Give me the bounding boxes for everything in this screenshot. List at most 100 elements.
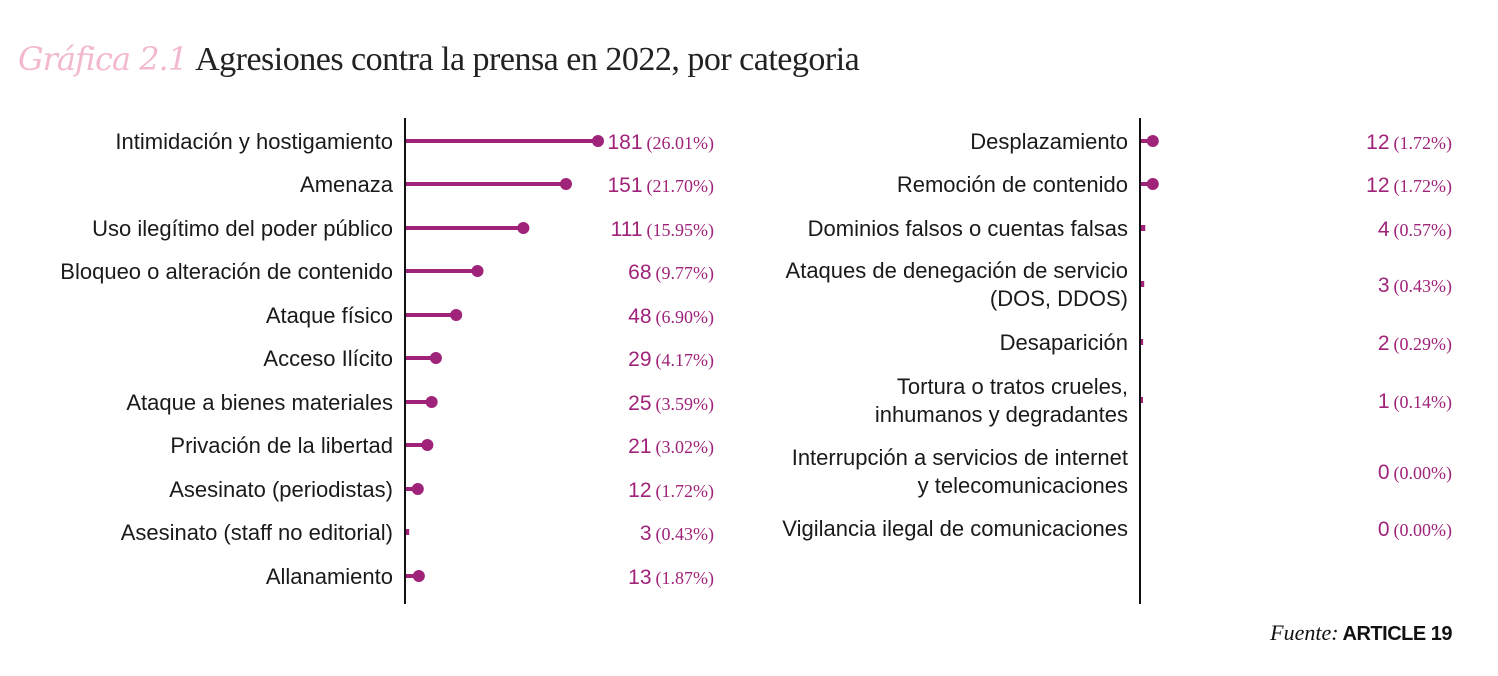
value-percent: (1.72%): [656, 481, 714, 502]
category-label-line: Ataque a bienes materiales: [126, 390, 393, 415]
category-label: Ataques de denegación de servicio (DOS, D…: [786, 258, 1128, 311]
category-label-line: Interrupción a servicios de internet: [792, 445, 1128, 470]
value-percent: (0.29%): [1394, 334, 1452, 355]
value-label: 25 (3.59%): [628, 392, 714, 415]
value-label: 12 (1.72%): [1366, 174, 1452, 197]
bar-dot: [560, 178, 573, 190]
value-percent: (21.70%): [647, 176, 714, 197]
figure-label: Gráfica 2.1: [18, 40, 188, 78]
value-number: 3: [1378, 274, 1390, 297]
bar-dot: [517, 222, 530, 234]
value-label: 181 (26.01%): [607, 131, 714, 154]
category-label: Intimidación y hostigamiento: [115, 129, 393, 154]
value-number: 21: [628, 435, 651, 458]
value-label: 0 (0.00%): [1378, 518, 1452, 541]
value-number: 0: [1378, 518, 1390, 541]
value-percent: (9.77%): [656, 263, 714, 284]
category-label-line: Desaparición: [1000, 330, 1128, 355]
value-percent: (1.87%): [656, 568, 714, 589]
value-percent: (0.43%): [1394, 276, 1452, 297]
value-number: 4: [1378, 218, 1390, 241]
category-label: Tortura o tratos crueles, inhumanos y deg…: [875, 374, 1128, 427]
bar-dot: [425, 396, 438, 408]
category-label: Desaparición: [1000, 330, 1128, 355]
category-label: Bloqueo o alteración de contenido: [60, 259, 393, 284]
bar-dot: [1146, 135, 1159, 147]
value-percent: (3.59%): [656, 394, 714, 415]
source-note: Fuente: ARTICLE 19: [1270, 620, 1452, 646]
value-label: 12 (1.72%): [628, 479, 714, 502]
category-label-line: Privación de la libertad: [170, 433, 393, 458]
chart-title: Gráfica 2.1 Agresiones contra la prensa e…: [18, 40, 860, 79]
value-percent: (1.72%): [1394, 133, 1452, 154]
value-number: 12: [628, 479, 651, 502]
category-label-line: Vigilancia ilegal de comunicaciones: [782, 516, 1128, 541]
category-label-line: inhumanos y degradantes: [875, 402, 1128, 427]
category-label: Asesinato (periodistas): [169, 477, 393, 502]
value-number: 1: [1378, 390, 1390, 413]
category-label: Acceso Ilícito: [263, 346, 393, 371]
category-label-line: Intimidación y hostigamiento: [115, 129, 393, 154]
value-percent: (0.00%): [1394, 520, 1452, 541]
category-label-line: Ataque físico: [266, 303, 393, 328]
category-label-line: Asesinato (periodistas): [169, 477, 393, 502]
value-number: 181: [607, 131, 642, 154]
value-label: 1 (0.14%): [1378, 390, 1452, 413]
category-label: Interrupción a servicios de internet y te…: [792, 445, 1128, 498]
value-number: 25: [628, 392, 651, 415]
value-number: 2: [1378, 332, 1390, 355]
bar-dot: [1141, 397, 1143, 403]
category-label-line: (DOS, DDOS): [990, 286, 1128, 311]
category-label: Dominios falsos o cuentas falsas: [808, 216, 1128, 241]
category-label-line: Ataques de denegación de servicio: [786, 258, 1128, 283]
category-label: Desplazamiento: [970, 129, 1128, 154]
bar-dot: [1141, 281, 1145, 287]
bar-dot: [411, 483, 424, 495]
value-label: 29 (4.17%): [628, 348, 714, 371]
value-number: 12: [1366, 174, 1389, 197]
value-percent: (0.43%): [656, 524, 714, 545]
value-label: 111 (15.95%): [611, 218, 714, 241]
category-label: Amenaza: [300, 172, 394, 197]
value-number: 48: [628, 305, 651, 328]
category-label: Privación de la libertad: [170, 433, 393, 458]
value-number: 151: [607, 174, 642, 197]
value-percent: (15.95%): [647, 220, 714, 241]
bar-dot: [406, 529, 410, 535]
value-label: 4 (0.57%): [1378, 218, 1452, 241]
bar-dot: [1141, 225, 1146, 231]
value-label: 151 (21.70%): [607, 174, 714, 197]
value-percent: (0.00%): [1394, 463, 1452, 484]
value-percent: (0.57%): [1394, 220, 1452, 241]
value-number: 3: [640, 522, 652, 545]
category-label-line: Remoción de contenido: [897, 172, 1128, 197]
category-label-line: Acceso Ilícito: [263, 346, 393, 371]
category-label-line: Dominios falsos o cuentas falsas: [808, 216, 1128, 241]
source-prefix: Fuente:: [1270, 620, 1339, 645]
value-number: 13: [628, 566, 651, 589]
category-label-line: Amenaza: [300, 172, 394, 197]
category-label: Ataque a bienes materiales: [126, 390, 393, 415]
category-label-line: Bloqueo o alteración de contenido: [60, 259, 393, 284]
figure-title: Agresiones contra la prensa en 2022, por…: [195, 41, 860, 78]
value-label: 68 (9.77%): [628, 261, 714, 284]
category-label: Allanamiento: [266, 564, 393, 589]
category-label-line: Tortura o tratos crueles,: [897, 374, 1128, 399]
category-label: Uso ilegítimo del poder público: [92, 216, 393, 241]
bar-dot: [421, 439, 434, 451]
value-number: 68: [628, 261, 651, 284]
bar-dot: [471, 265, 484, 277]
category-label: Vigilancia ilegal de comunicaciones: [782, 516, 1128, 541]
value-number: 0: [1378, 461, 1390, 484]
bar-dot: [1146, 178, 1159, 190]
value-label: 3 (0.43%): [1378, 274, 1452, 297]
value-percent: (26.01%): [647, 133, 714, 154]
chart-panel-1: Intimidación y hostigamiento 181 (26.01%) A…: [60, 118, 714, 604]
value-label: 0 (0.00%): [1378, 461, 1452, 484]
value-label: 2 (0.29%): [1378, 332, 1452, 355]
value-percent: (4.17%): [656, 350, 714, 371]
category-label: Ataque físico: [266, 303, 393, 328]
category-label-line: y telecomunicaciones: [918, 473, 1128, 498]
value-number: 111: [611, 218, 643, 241]
